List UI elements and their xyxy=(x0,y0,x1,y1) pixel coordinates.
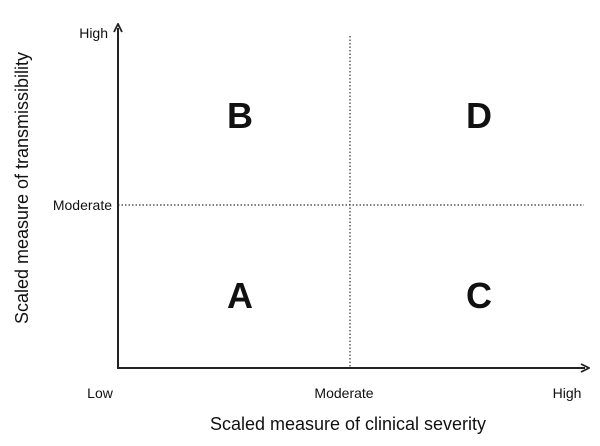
quadrant-b-label: B xyxy=(227,95,253,136)
y-tick-high: High xyxy=(79,25,108,41)
x-tick-moderate: Moderate xyxy=(314,385,373,401)
y-axis-title: Scaled measure of transmissibility xyxy=(12,52,32,324)
quadrant-a-label: A xyxy=(227,275,253,316)
x-tick-low: Low xyxy=(87,385,114,401)
x-tick-high: High xyxy=(553,385,582,401)
quadrant-c-label: C xyxy=(466,275,492,316)
x-axis-title: Scaled measure of clinical severity xyxy=(210,414,486,434)
y-tick-moderate: Moderate xyxy=(53,197,112,213)
quadrant-d-label: D xyxy=(466,95,492,136)
